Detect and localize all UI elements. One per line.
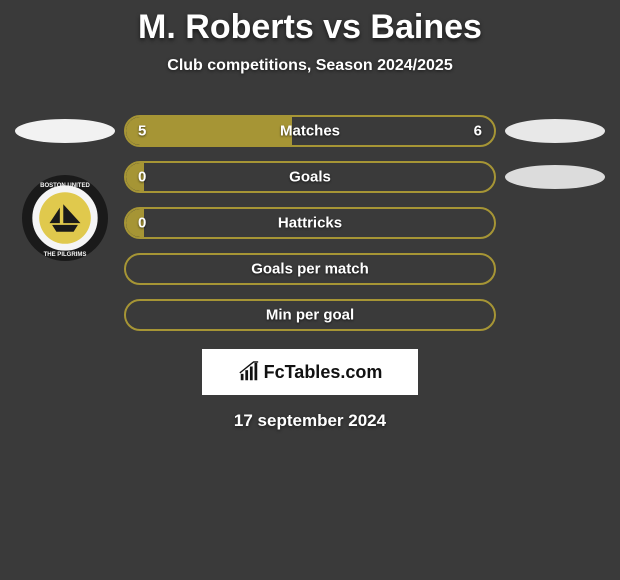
bar-right-value: 6 xyxy=(474,123,482,140)
bar-left-value: 0 xyxy=(138,169,146,186)
bar-fill xyxy=(126,117,292,145)
svg-text:BOSTON UNITED: BOSTON UNITED xyxy=(40,183,90,189)
subtitle: Club competitions, Season 2024/2025 xyxy=(0,57,620,75)
brand-text: FcTables.com xyxy=(264,362,383,383)
bar-matches: 5 Matches 6 xyxy=(124,115,496,147)
bar-goals: 0 Goals xyxy=(124,161,496,193)
bar-left-value: 5 xyxy=(138,123,146,140)
svg-text:THE PILGRIMS: THE PILGRIMS xyxy=(44,252,87,258)
bar-left-value: 0 xyxy=(138,215,146,232)
chart-icon xyxy=(238,361,260,383)
bar-label: Matches xyxy=(280,123,340,140)
bar-label: Goals xyxy=(289,169,331,186)
brand-box: FcTables.com xyxy=(202,349,418,395)
bar-hattricks: 0 Hattricks xyxy=(124,207,496,239)
bar-label: Min per goal xyxy=(266,307,354,324)
bar-label: Goals per match xyxy=(251,261,369,278)
club-badge-icon: BOSTON UNITED THE PILGRIMS xyxy=(22,175,108,261)
date-text: 17 september 2024 xyxy=(0,411,620,431)
player-left-ellipse xyxy=(15,119,115,143)
bar-mpg: Min per goal xyxy=(124,299,496,331)
right-side xyxy=(500,119,610,143)
left-side xyxy=(10,119,120,143)
bar-label: Hattricks xyxy=(278,215,342,232)
player-right-ellipse-2 xyxy=(505,165,605,189)
player-right-ellipse xyxy=(505,119,605,143)
stat-row-mpg: Min per goal xyxy=(0,299,620,331)
right-side xyxy=(500,165,610,189)
page-title: M. Roberts vs Baines xyxy=(0,8,620,47)
stat-row-matches: 5 Matches 6 xyxy=(0,115,620,147)
stat-row-goals: BOSTON UNITED THE PILGRIMS 0 Goals xyxy=(0,161,620,193)
bar-gpm: Goals per match xyxy=(124,253,496,285)
